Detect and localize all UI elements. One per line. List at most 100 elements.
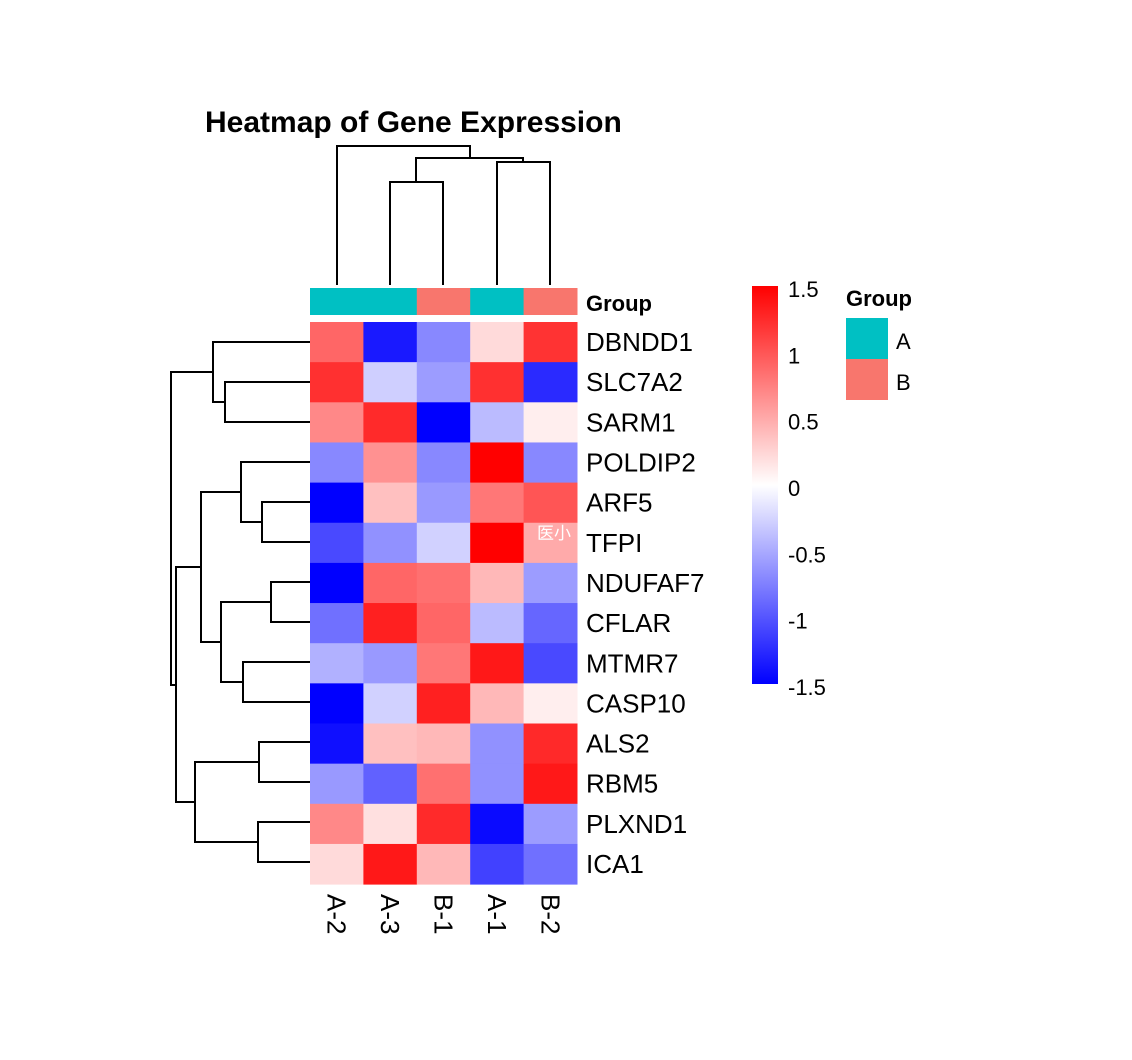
heatmap-cell — [523, 562, 578, 604]
heatmap-cell — [523, 843, 578, 885]
heatmap-cell — [416, 402, 471, 443]
heatmap-cell — [416, 603, 471, 644]
heatmap-cell — [470, 362, 525, 403]
row-label: ALS2 — [586, 729, 650, 759]
row-dendro-branch — [242, 661, 310, 703]
color-scale-tick-label: -1.5 — [788, 675, 826, 700]
heatmap-cell — [523, 522, 578, 564]
column-dendrogram — [336, 145, 551, 285]
heatmap-cell — [363, 562, 418, 604]
row-dendro-branch — [257, 821, 310, 863]
heatmap-cell — [310, 803, 364, 845]
row-label: RBM5 — [586, 769, 658, 799]
legend-label-b: B — [896, 370, 911, 395]
color-scale-ticks: 1.5 1 0.5 0 -0.5 -1 -1.5 — [788, 277, 826, 700]
watermark: 医小 — [537, 524, 571, 544]
heatmap-cell — [416, 362, 471, 403]
heatmap-cell — [416, 482, 471, 524]
heatmap-cell — [363, 603, 418, 644]
heatmap-cell — [416, 522, 471, 564]
heatmap-cells — [310, 322, 578, 885]
heatmap-cell — [310, 442, 364, 484]
column-label: B-1 — [429, 894, 459, 934]
heatmap-cell — [470, 322, 525, 363]
heatmap-cell — [523, 482, 578, 524]
heatmap-cell — [363, 402, 418, 443]
heatmap-cell — [416, 562, 471, 604]
heatmap-cell — [470, 603, 525, 644]
row-dendro-branch — [240, 461, 310, 523]
row-label: CASP10 — [586, 688, 686, 718]
heatmap-cell — [470, 482, 525, 524]
heatmap-cell — [416, 442, 471, 484]
row-dendro-branch — [261, 501, 310, 543]
column-label: A-3 — [375, 894, 405, 934]
heatmap-cell — [470, 402, 525, 443]
heatmap-cell — [416, 723, 471, 765]
color-scale-tick-label: 0 — [788, 476, 800, 501]
color-scale-bar — [752, 286, 778, 684]
col-dendro-branch — [389, 181, 444, 285]
heatmap-cell — [363, 723, 418, 765]
heatmap-cell — [310, 683, 364, 724]
group-annotation-cell — [363, 288, 418, 315]
column-label: A-2 — [322, 894, 352, 934]
row-label: PLXND1 — [586, 809, 687, 839]
heatmap-cell — [310, 763, 364, 805]
row-label: ICA1 — [586, 849, 644, 879]
row-dendro-branch — [194, 761, 259, 843]
heatmap-cell — [523, 362, 578, 403]
heatmap-cell — [310, 603, 364, 644]
color-scale-tick-label: 0.5 — [788, 410, 819, 435]
heatmap-cell — [363, 522, 418, 564]
row-dendro-branch — [175, 566, 201, 803]
column-labels: A-2 A-3 B-1 A-1 B-2 — [322, 894, 566, 934]
heatmap-cell — [310, 723, 364, 765]
heatmap-cell — [416, 763, 471, 805]
heatmap-cell — [470, 723, 525, 765]
heatmap-cell — [416, 843, 471, 885]
heatmap-cell — [470, 442, 525, 484]
row-label: SARM1 — [586, 407, 676, 437]
heatmap-cell — [310, 843, 364, 885]
heatmap-cell — [363, 442, 418, 484]
heatmap-cell — [470, 803, 525, 845]
heatmap-cell — [310, 322, 364, 363]
heatmap-cell — [523, 643, 578, 684]
row-dendro-branch — [220, 601, 271, 683]
heatmap-cell — [416, 322, 471, 363]
color-scale-tick-label: -1 — [788, 609, 808, 634]
heatmap-cell — [523, 603, 578, 644]
heatmap-cell — [363, 683, 418, 724]
row-dendro-branch — [270, 581, 310, 623]
col-dendro-branch — [496, 161, 551, 285]
heatmap-cell — [310, 482, 364, 524]
row-label: POLDIP2 — [586, 448, 696, 478]
heatmap-cell — [523, 723, 578, 765]
row-dendro-branch — [170, 371, 213, 686]
heatmap-cell — [363, 482, 418, 524]
row-dendro-branch — [258, 741, 310, 783]
row-label: ARF5 — [586, 488, 652, 518]
heatmap-cell — [523, 683, 578, 724]
group-annotation-cell — [523, 288, 578, 315]
group-annotation-cell — [470, 288, 525, 315]
heatmap-cell — [470, 643, 525, 684]
heatmap-cell — [363, 362, 418, 403]
group-annotation-cell — [310, 288, 364, 315]
heatmap-cell — [523, 803, 578, 845]
group-annotation-bar — [310, 288, 578, 315]
row-dendro-branch — [212, 341, 310, 403]
heatmap-cell — [523, 402, 578, 443]
group-annotation-cell — [416, 288, 471, 315]
column-label: B-2 — [535, 894, 565, 934]
heatmap-cell — [470, 562, 525, 604]
row-label: SLC7A2 — [586, 367, 683, 397]
heatmap-cell — [470, 522, 525, 564]
col-dendro-branch — [336, 145, 471, 285]
heatmap-cell — [363, 763, 418, 805]
row-dendrogram — [170, 341, 310, 863]
row-label: NDUFAF7 — [586, 568, 704, 598]
heatmap-cell — [416, 683, 471, 724]
chart-title: Heatmap of Gene Expression — [205, 106, 622, 139]
